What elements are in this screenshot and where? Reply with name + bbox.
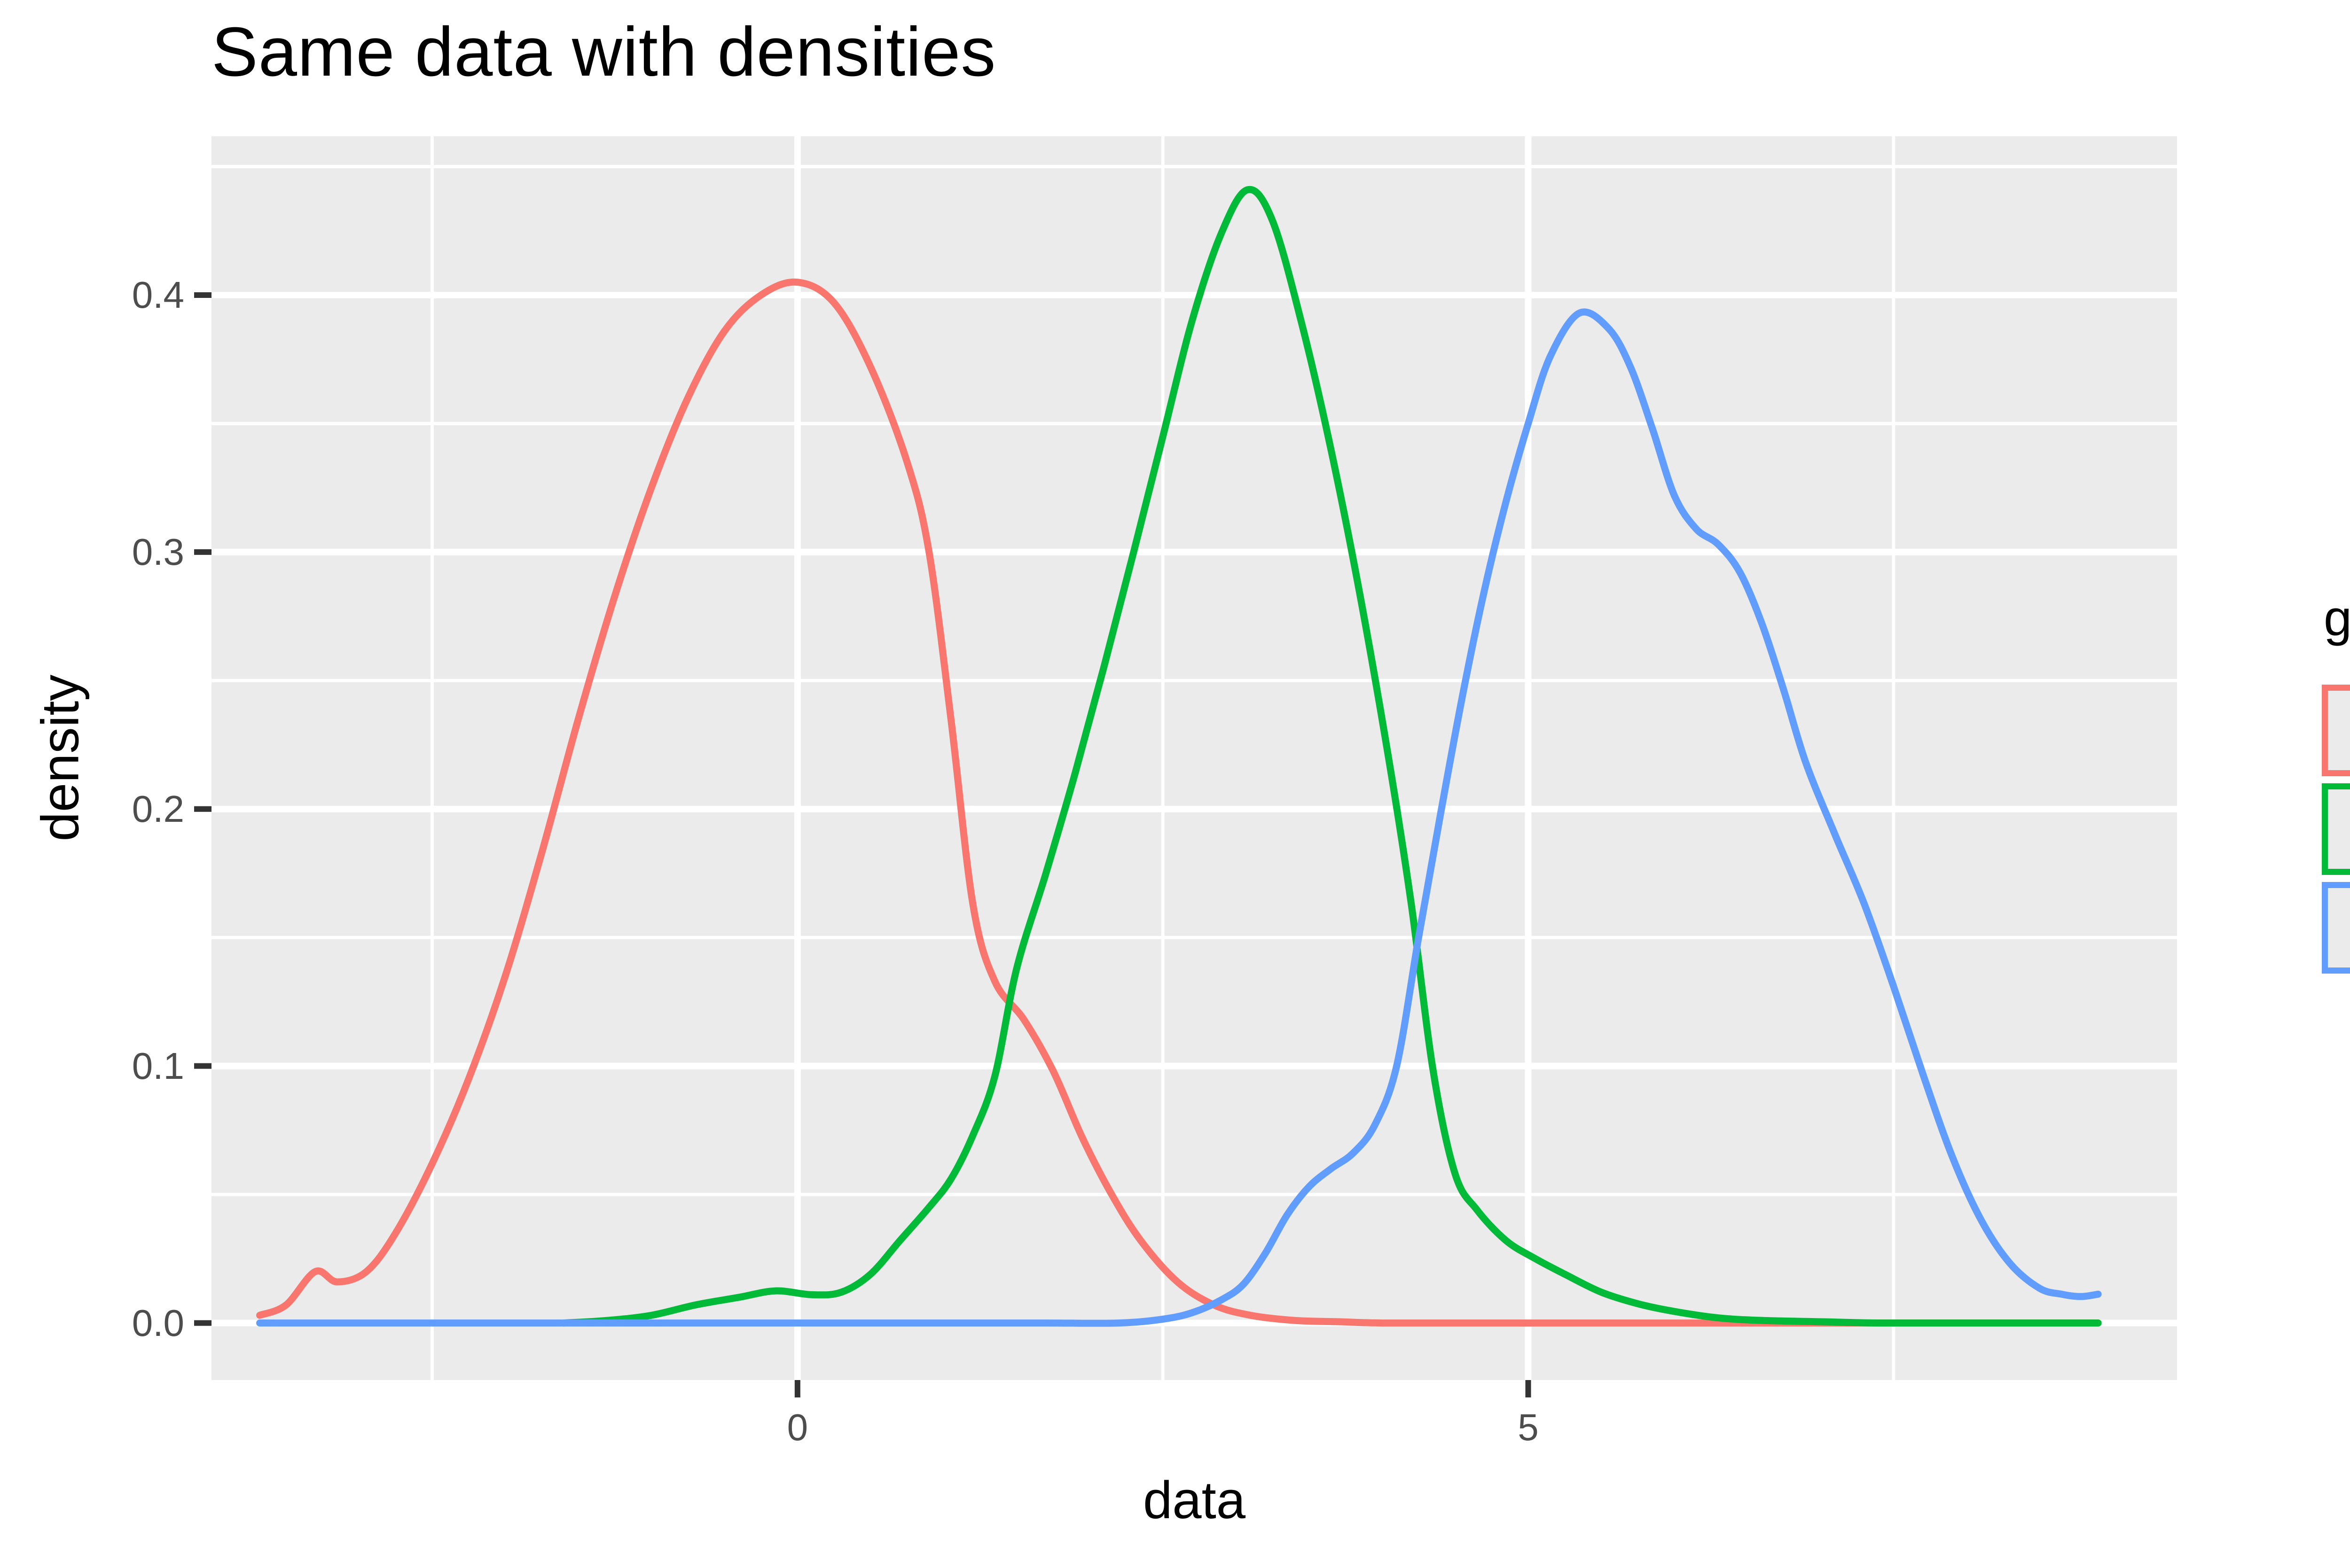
legend-swatch-a xyxy=(2322,685,2350,776)
density-curve-b xyxy=(560,186,2102,1327)
y-tick-label-0.0: 0.0 xyxy=(132,1302,184,1344)
legend-title: group xyxy=(2324,589,2350,646)
x-tick-label-0: 0 xyxy=(787,1406,808,1448)
y-tick-label-0.3: 0.3 xyxy=(132,530,184,573)
legend-swatch-c xyxy=(2322,882,2350,974)
legend-item-b: B xyxy=(2322,783,2350,875)
density-curve-c xyxy=(256,308,2102,1327)
legend-swatch-b xyxy=(2322,783,2350,875)
y-tick-label-0.1: 0.1 xyxy=(132,1045,184,1087)
legend-item-a: A xyxy=(2322,685,2350,776)
panel-background xyxy=(212,136,2177,1380)
y-tick-label-0.4: 0.4 xyxy=(132,273,184,316)
x-tick-label-5: 5 xyxy=(1518,1406,1539,1448)
x-axis-title: data xyxy=(1143,1471,1246,1529)
density-curve-a xyxy=(256,278,2102,1327)
legend: group A B C xyxy=(2322,588,2350,981)
plot-title: Same data with densities xyxy=(212,13,996,91)
y-tick-label-0.2: 0.2 xyxy=(132,788,184,830)
legend-item-c: C xyxy=(2322,882,2350,974)
